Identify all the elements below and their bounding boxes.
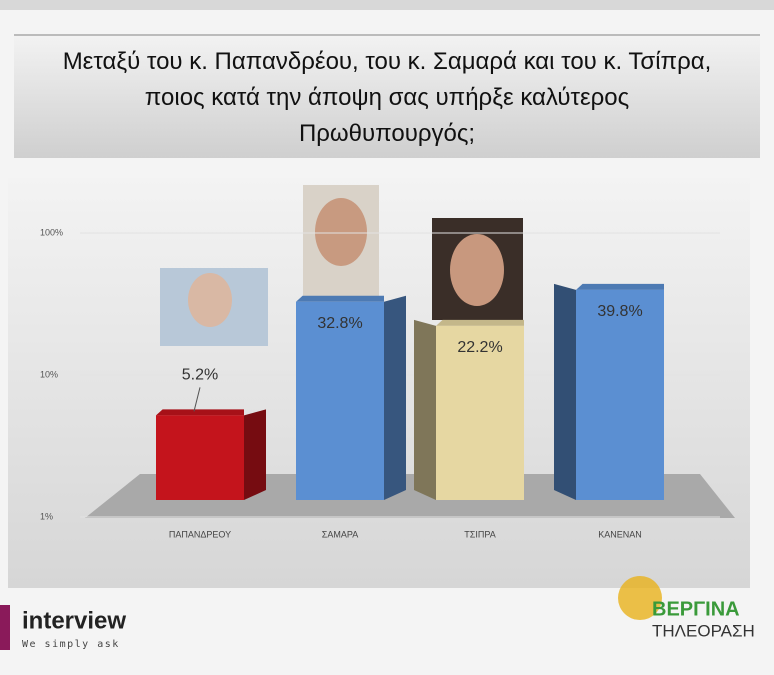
bar — [296, 301, 384, 500]
value-label: 5.2% — [182, 367, 218, 384]
photo-face — [315, 198, 367, 266]
bar-top — [156, 409, 244, 416]
bar-top — [576, 283, 664, 290]
bar-side — [554, 283, 576, 500]
logo-mark — [0, 605, 10, 650]
bar-side — [384, 295, 406, 500]
value-label: 39.8% — [597, 303, 642, 320]
channel-sub: ΤΗΛΕΟΡΑΣΗ — [652, 621, 755, 640]
bar — [156, 415, 244, 500]
bar — [436, 325, 524, 500]
x-tick-label: ΠΑΠΑΝΔΡΕΟΥ — [169, 529, 231, 539]
x-tick-label: ΣΑΜΑΡΑ — [322, 529, 358, 539]
sun — [618, 576, 662, 620]
bar-side — [244, 409, 266, 500]
photos — [160, 185, 523, 346]
x-tick-label: ΚΑΝΕΝΑΝ — [598, 529, 642, 539]
y-tick-label: 1% — [40, 511, 53, 521]
x-tick-label: ΤΣΙΠΡΑ — [464, 529, 495, 539]
channel-logo: ΒΕΡΓΙΝΑ ΤΗΛΕΟΡΑΣΗ — [618, 576, 755, 640]
channel: ΒΕΡΓΙΝΑ — [652, 598, 740, 620]
value-label: 22.2% — [457, 339, 502, 356]
top-strip — [0, 0, 774, 10]
y-tick-label: 100% — [40, 227, 63, 237]
bar-side — [414, 319, 436, 500]
bar-top — [296, 295, 384, 302]
slogan: We simply ask — [22, 639, 120, 650]
bar — [576, 289, 664, 500]
leader-line — [193, 387, 201, 412]
y-tick-label: 10% — [40, 369, 58, 379]
photo-face — [450, 234, 504, 306]
bar-top — [436, 319, 524, 326]
value-label: 32.8% — [317, 315, 362, 332]
pollster: interview — [22, 607, 126, 634]
chart-title: Μεταξύ του κ. Παπανδρέου, του κ. Σαμαρά … — [14, 34, 760, 158]
photo-face — [188, 273, 232, 327]
